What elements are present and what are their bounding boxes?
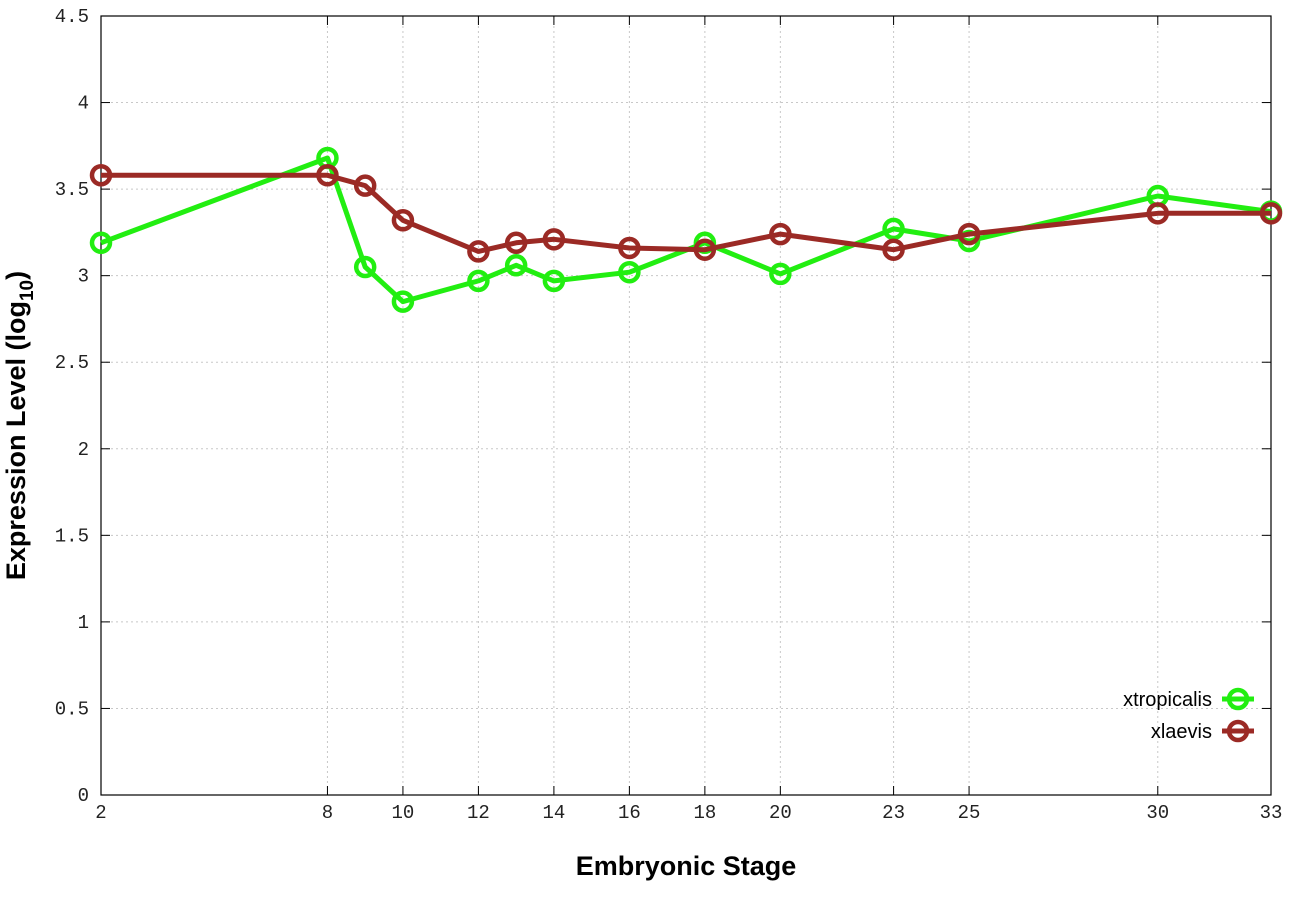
x-tick-label: 10 [392,802,415,824]
legend: xtropicalis xlaevis [1123,687,1254,743]
data-point [769,262,792,286]
y-tick-label: 2.5 [55,352,89,374]
y-tick-label: 2 [78,439,89,461]
data-point [542,228,566,251]
data-point [882,238,905,261]
tick-marks [100,15,1272,796]
data-point [316,164,339,187]
x-tick-labels: 2 8 10 12 14 16 18 20 23 25 30 33 [95,802,1282,824]
y-tick-label: 4 [78,93,89,115]
y-tick-label: 3.5 [55,179,89,201]
data-point [957,222,981,246]
data-point [882,217,905,241]
x-tick-label: 8 [322,802,333,824]
y-axis-title-main: Expression Level (log [1,301,31,580]
data-point [89,231,113,255]
x-axis-title: Embryonic Stage [576,851,797,881]
data-point [769,222,792,246]
y-axis-title-subscript: 10 [17,280,38,301]
series-line [100,155,1272,305]
data-point [467,269,490,293]
legend-label: xlaevis [1151,721,1212,743]
x-tick-label: 25 [958,802,981,824]
plot-frame [100,15,1272,796]
series-lines [89,146,1283,313]
x-tick-label: 2 [95,802,106,824]
series-xlaevis [89,164,1283,263]
data-point [504,231,528,255]
legend-label: xtropicalis [1123,689,1212,711]
data-point [467,240,490,263]
y-tick-label: 4.5 [55,6,89,28]
data-point [391,290,415,313]
data-point [504,254,528,277]
x-tick-label: 12 [467,802,490,824]
y-tick-label: 0.5 [55,698,89,720]
data-point [618,236,641,260]
x-tick-label: 14 [542,802,565,824]
x-tick-label: 20 [769,802,792,824]
data-point [693,238,717,261]
y-axis-title-close: ) [1,271,31,280]
y-tick-label: 3 [78,266,89,288]
data-point [1146,202,1170,225]
data-point [89,164,113,187]
y-tick-label: 1 [78,612,89,634]
data-point [353,174,377,197]
grid [101,16,1271,795]
y-tick-labels: 0 0.5 1 1.5 2 2.5 3 3.5 4 4.5 [55,6,89,807]
data-point [542,269,566,293]
x-tick-label: 33 [1260,802,1283,824]
legend-marker [1226,687,1250,711]
data-point [618,260,641,284]
data-point [1259,202,1283,225]
y-tick-label: 0 [78,785,89,807]
y-tick-label: 1.5 [55,525,89,547]
x-tick-label: 18 [693,802,716,824]
data-point [391,209,415,232]
x-tick-label: 30 [1146,802,1169,824]
data-point [353,255,377,279]
x-tick-label: 16 [618,802,641,824]
x-tick-label: 23 [882,802,905,824]
y-axis-title: Expression Level (log10) [1,271,38,580]
legend-marker [1226,719,1250,743]
